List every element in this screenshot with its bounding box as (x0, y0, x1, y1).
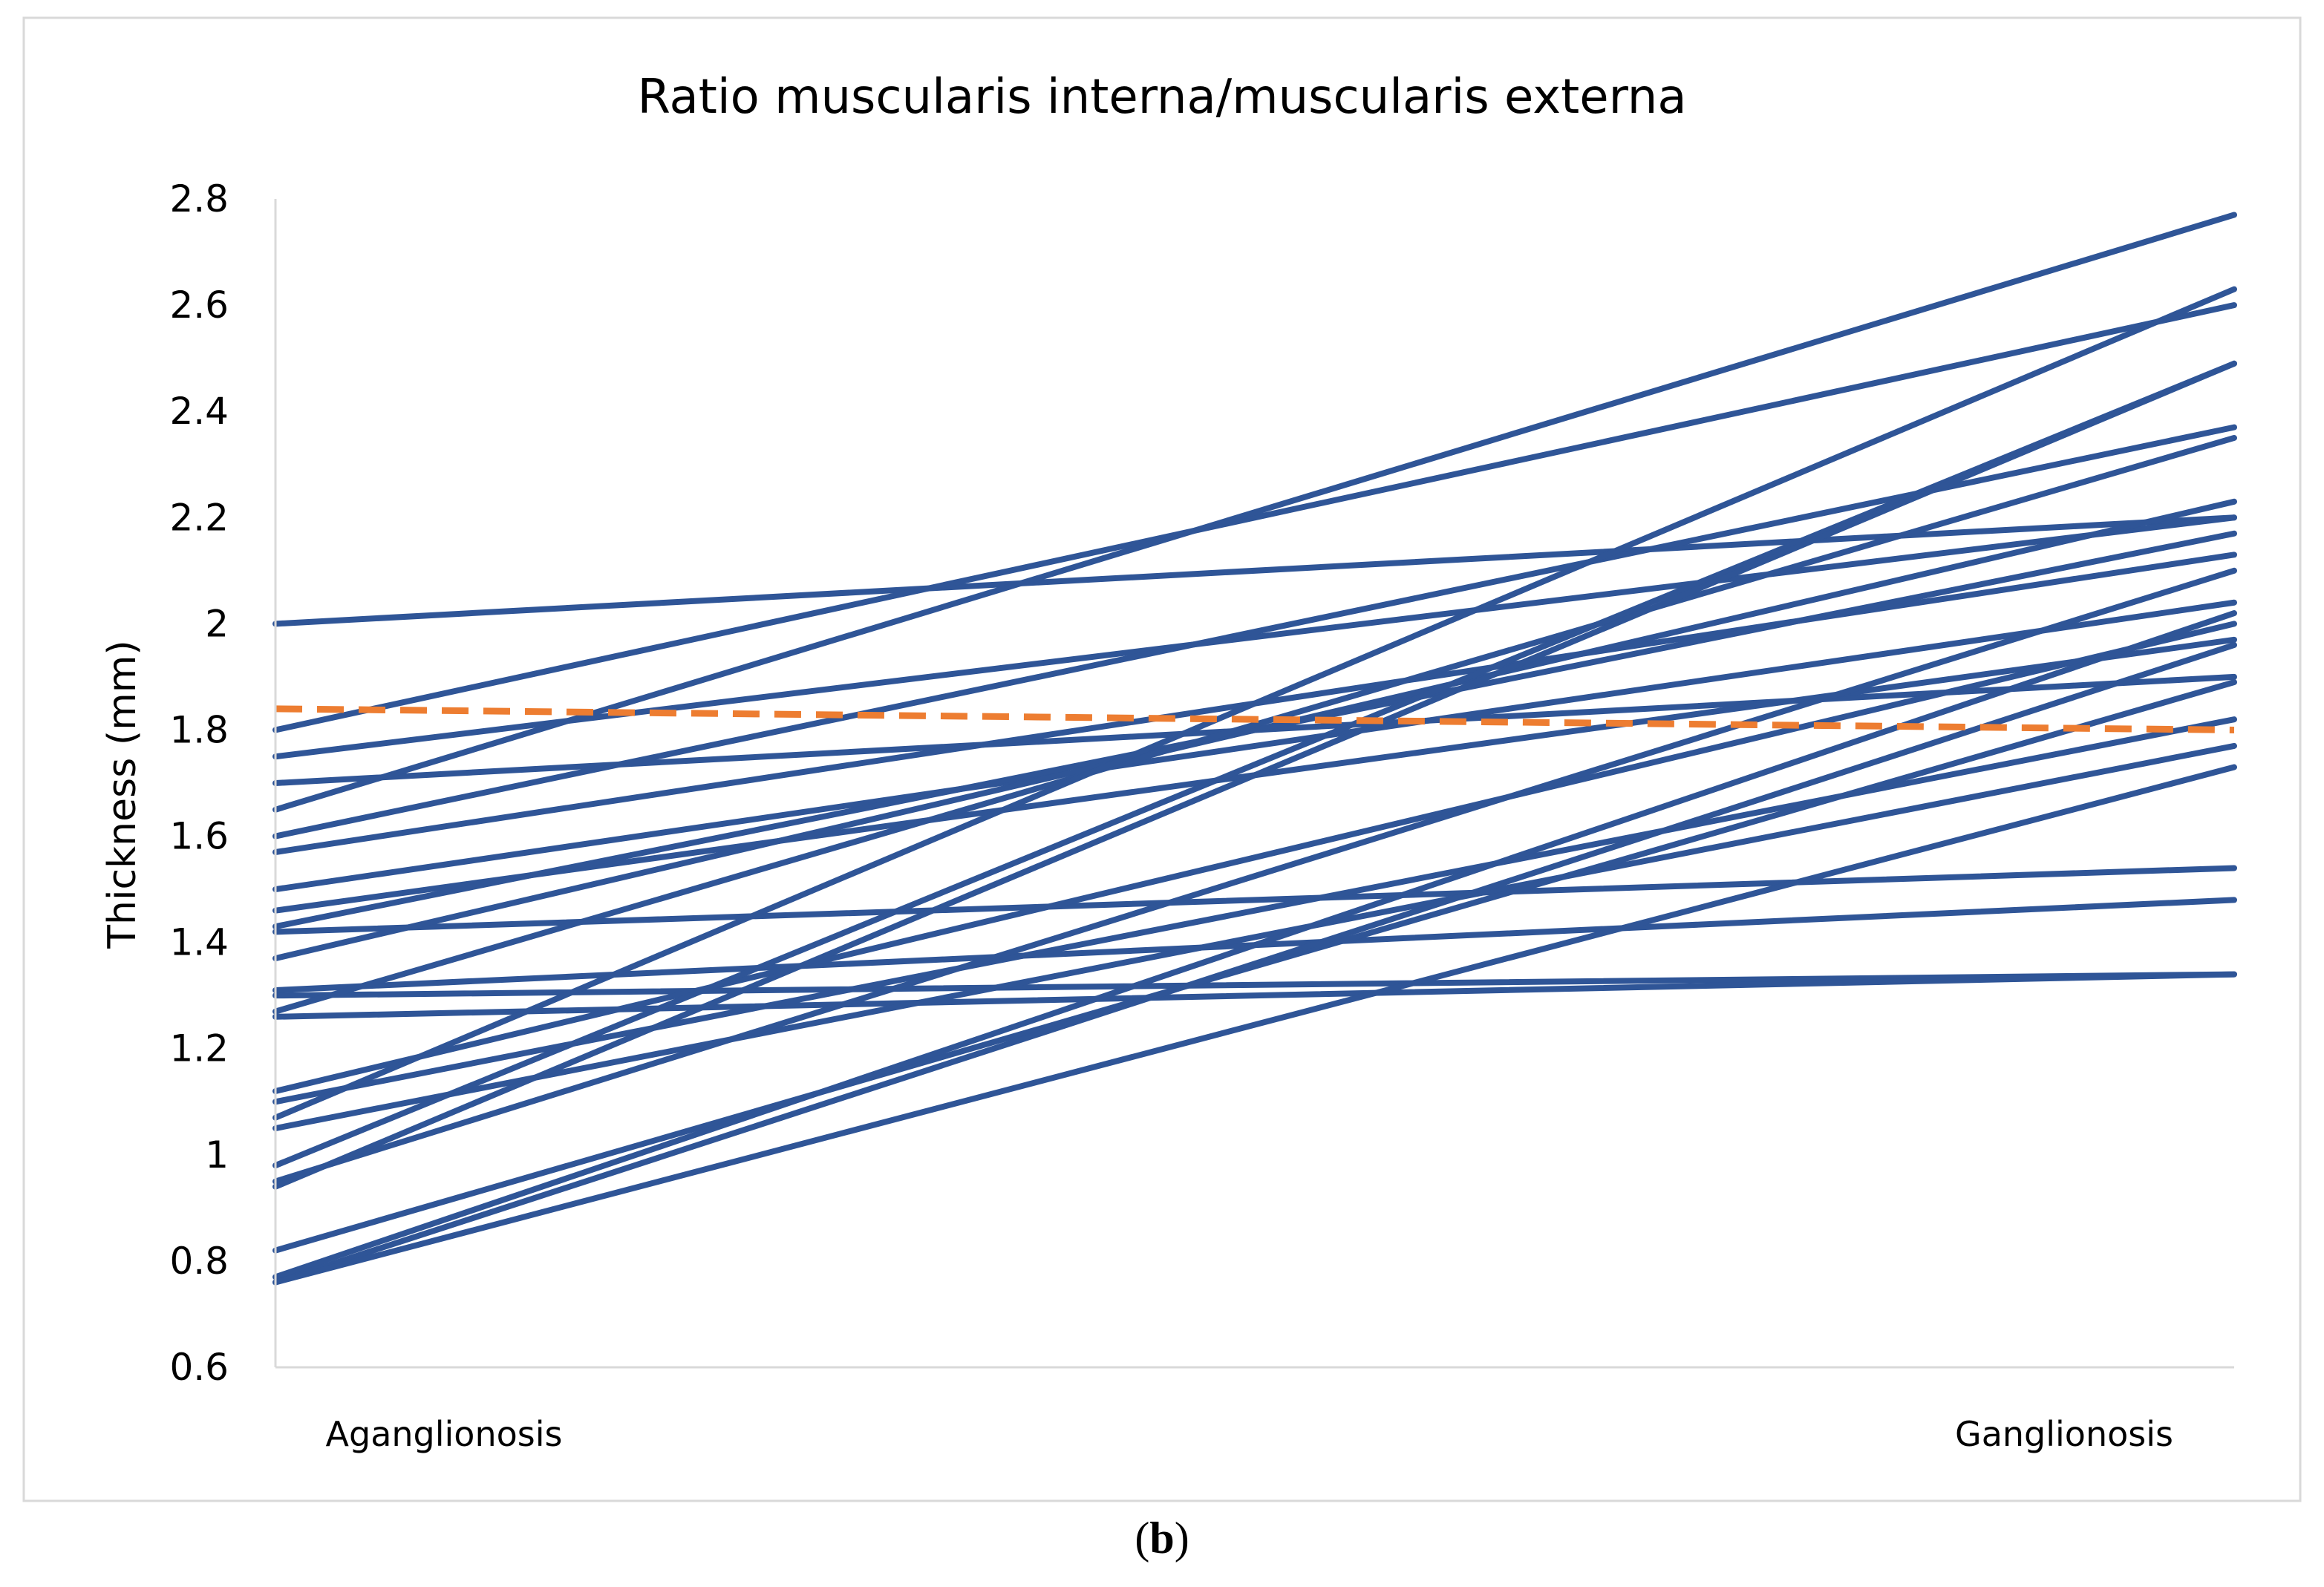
series-line-14 (272, 971, 2237, 999)
caption-close-paren: ) (1175, 1514, 1189, 1563)
y-tick-label: 2.8 (169, 177, 229, 220)
series-line-23 (272, 360, 2237, 1190)
caption-letter: b (1149, 1514, 1174, 1563)
x-tick-label-aganglionosis: Aganglionosis (326, 1414, 563, 1454)
caption-open-paren: ( (1135, 1514, 1149, 1563)
y-tick-label: 2.6 (169, 284, 229, 327)
series-line-2 (272, 302, 2237, 733)
figure-caption: (b) (1135, 1514, 1189, 1563)
series-line-8 (272, 599, 2237, 893)
series-line-22 (272, 567, 2237, 1185)
chart-title: Ratio muscularis interna/muscularis exte… (637, 70, 1686, 125)
y-axis-ticks: 0.6 0.8 1 1.2 1.4 1.6 1.8 2 2.2 2.4 2.6 2.8 (169, 177, 229, 1389)
mean-line-group (275, 705, 2235, 733)
series-line-16 (272, 971, 2237, 1020)
y-tick-label: 1.6 (169, 815, 229, 858)
y-tick-label: 0.6 (169, 1346, 229, 1389)
series-line-21 (272, 360, 2237, 1169)
series-line-17 (272, 621, 2237, 1094)
series-line-15 (272, 434, 2237, 1015)
y-tick-label: 0.8 (169, 1240, 229, 1283)
mean-line (275, 705, 2235, 733)
y-tick-label: 1.4 (169, 921, 229, 964)
series-line-18 (272, 716, 2237, 1105)
series-line-20 (272, 742, 2237, 1132)
y-tick-label: 1.2 (169, 1027, 229, 1070)
series-line-11 (272, 865, 2237, 935)
series-line-27 (272, 764, 2237, 1286)
series-line-26 (272, 641, 2237, 1286)
series-line-3 (272, 514, 2237, 760)
x-tick-label-ganglionosis: Ganglionosis (1955, 1414, 2173, 1454)
y-tick-label: 2.2 (169, 496, 229, 539)
y-tick-label: 2 (205, 602, 229, 645)
y-axis-label: Thickness (mm) (100, 640, 145, 949)
series-line-5 (272, 212, 2237, 813)
data-lines (272, 212, 2237, 1286)
series-line-12 (272, 498, 2237, 962)
series-line-19 (272, 286, 2237, 1121)
y-tick-label: 1 (205, 1133, 229, 1177)
y-tick-label: 1.8 (169, 708, 229, 751)
y-tick-label: 2.4 (169, 390, 229, 433)
